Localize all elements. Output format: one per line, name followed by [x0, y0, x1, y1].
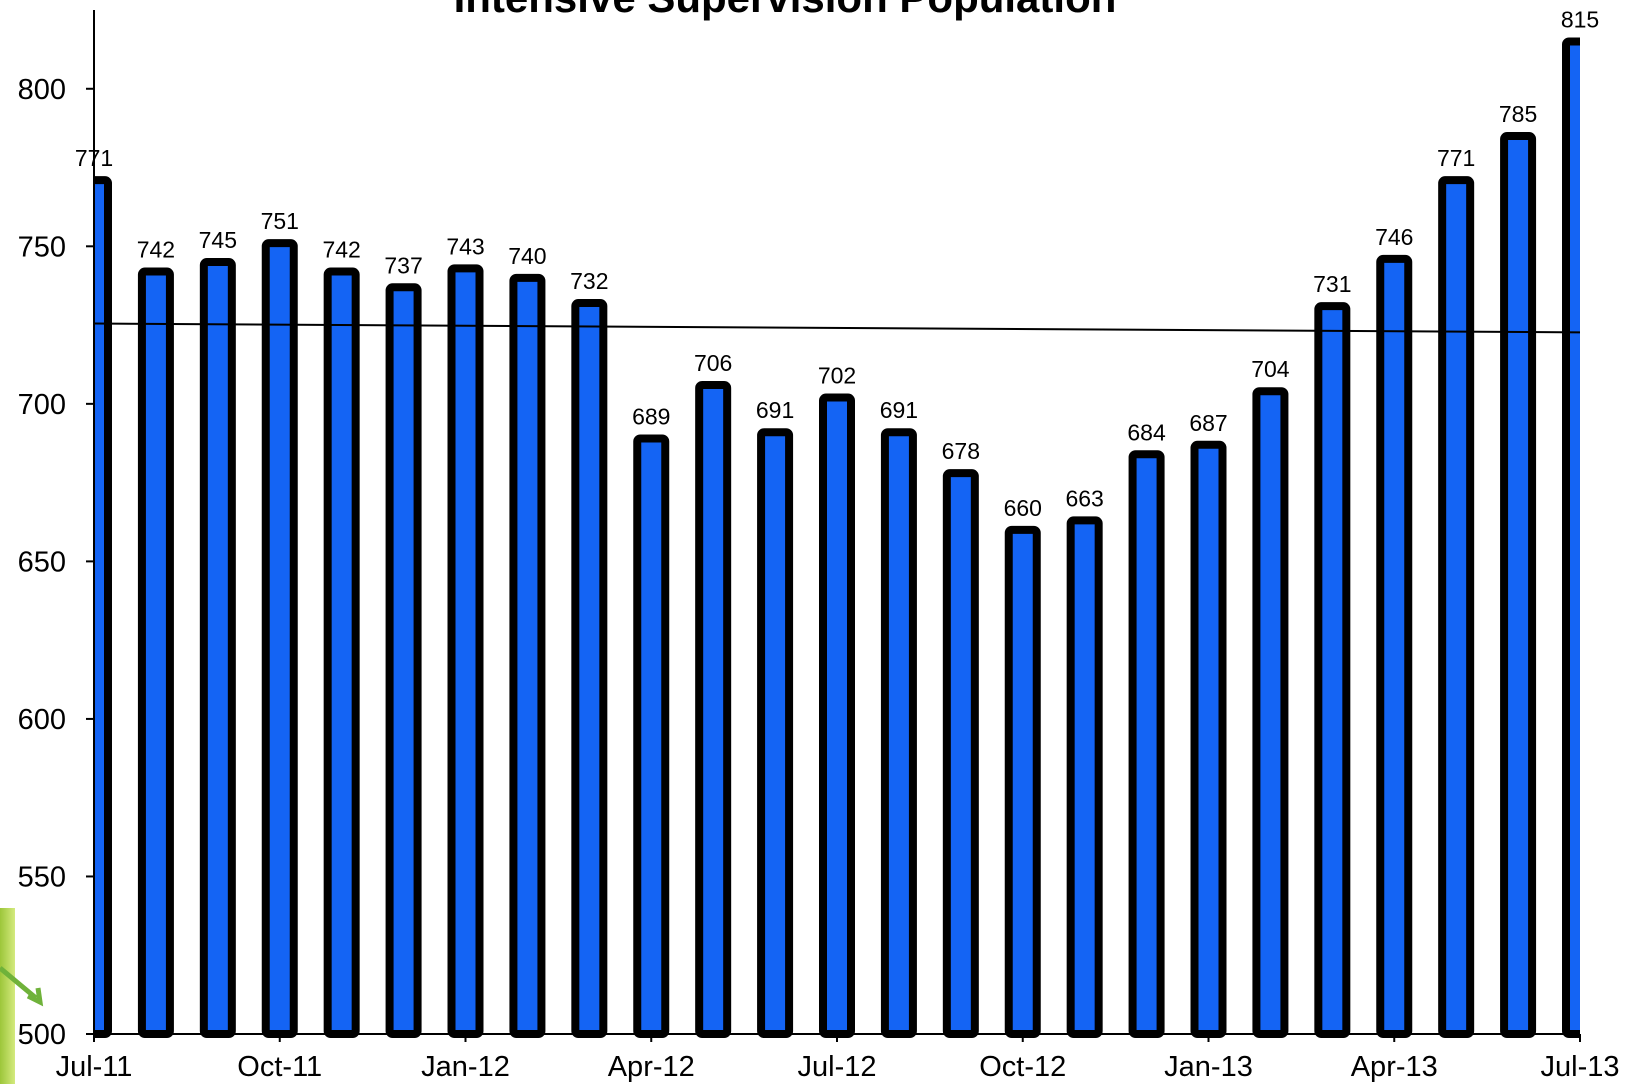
x-tick-label: Oct-12: [979, 1051, 1066, 1083]
bar: [1500, 132, 1537, 1038]
data-label: 743: [446, 233, 484, 259]
y-tick-label: 650: [18, 546, 66, 578]
bar: [447, 264, 484, 1038]
data-label: 684: [1127, 419, 1166, 445]
bar: [137, 267, 174, 1038]
data-label: 751: [261, 208, 299, 234]
trendline: [93, 322, 1581, 334]
data-label: 691: [880, 397, 918, 423]
bar: [385, 283, 422, 1038]
data-label: 678: [942, 438, 980, 464]
bar: [695, 380, 732, 1038]
x-tick-label: Apr-12: [608, 1051, 695, 1083]
data-label: 706: [694, 350, 732, 376]
data-label: 815: [1561, 7, 1599, 33]
y-tick-label: 500: [18, 1019, 66, 1051]
y-tick-label: 550: [18, 861, 66, 893]
bar: [94, 176, 112, 1038]
data-label: 687: [1189, 410, 1227, 436]
bar: [1190, 440, 1227, 1038]
bar: [757, 428, 794, 1038]
bar: [880, 428, 917, 1038]
data-label: 742: [322, 237, 360, 263]
data-label: 746: [1375, 224, 1413, 250]
x-tick-label: Jul-13: [1541, 1051, 1620, 1083]
bar: [199, 258, 236, 1038]
data-label: 771: [1437, 145, 1475, 171]
y-tick-label: 750: [18, 231, 66, 263]
x-tick-label: Jul-12: [798, 1051, 877, 1083]
data-label: 731: [1313, 271, 1351, 297]
data-label: 740: [508, 243, 546, 269]
chart-title: Intensive Supervision Population: [454, 0, 1117, 21]
bar: [942, 469, 979, 1038]
data-label: 742: [137, 237, 175, 263]
x-tick-label: Jan-13: [1164, 1051, 1253, 1083]
decoration-arrow: [0, 966, 44, 1007]
bar: [1066, 516, 1103, 1038]
x-tick-label: Jan-12: [421, 1051, 510, 1083]
y-tick-label: 700: [18, 389, 66, 421]
x-tick-label: Oct-11: [237, 1051, 322, 1083]
data-label: 704: [1251, 356, 1290, 382]
data-label: 660: [1004, 495, 1042, 521]
bar: [819, 393, 855, 1038]
x-tick-label: Jul-11: [56, 1051, 133, 1083]
data-label: 732: [570, 268, 608, 294]
data-label: 689: [632, 404, 670, 430]
data-label: 745: [199, 227, 237, 253]
y-tick-label: 600: [18, 704, 66, 736]
bar: [509, 273, 546, 1039]
data-label: 785: [1499, 101, 1537, 127]
decoration: [0, 908, 15, 1084]
bar: [1376, 254, 1413, 1038]
bar: [261, 239, 298, 1038]
data-label: 702: [818, 363, 856, 389]
bar: [1562, 37, 1580, 1038]
bar: [1128, 450, 1165, 1038]
y-tick-label: 800: [18, 74, 66, 106]
bar: [323, 267, 360, 1038]
bar: [571, 299, 608, 1038]
data-label: 691: [756, 397, 794, 423]
bar: [633, 434, 670, 1038]
data-label: 737: [384, 252, 422, 278]
plot-area: [94, 37, 1580, 1039]
bar: [1252, 387, 1289, 1038]
bar: [1314, 302, 1351, 1038]
data-label: 663: [1065, 485, 1103, 511]
bar: [1004, 525, 1041, 1039]
x-tick-label: Apr-13: [1351, 1051, 1438, 1083]
bar: [1438, 176, 1475, 1038]
